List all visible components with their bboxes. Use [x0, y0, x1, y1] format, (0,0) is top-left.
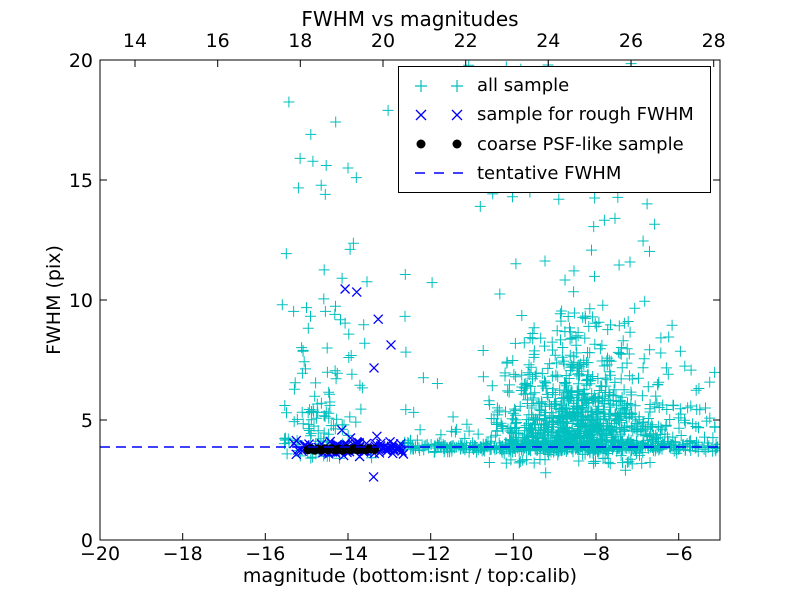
svg-text:−20: −20 [80, 543, 120, 565]
x-marker-icon [415, 109, 463, 121]
svg-text:20: 20 [371, 30, 395, 52]
svg-text:15: 15 [69, 170, 93, 192]
svg-text:−6: −6 [665, 543, 693, 565]
plot-ticklabels-layer: −20 −18 −16 −14 −12 −10 −8 −6 14 16 18 20 22 24 26 28 0 5… [69, 30, 726, 565]
plus-marker-icon [415, 79, 463, 92]
legend-label: coarse PSF-like sample [477, 133, 684, 155]
plot-axes-layer [99, 59, 721, 541]
chart-title: FWHM vs magnitudes [301, 7, 519, 31]
legend-row-tentative-fwhm: tentative FWHM [399, 159, 710, 187]
legend-row-psf-sample: coarse PSF-like sample [399, 130, 710, 158]
plot-series-layer [100, 60, 720, 482]
legend: all sample sample for rough FWHM coarse … [398, 66, 711, 193]
svg-text:26: 26 [619, 30, 643, 52]
dot-marker-icon [416, 139, 462, 149]
svg-text:24: 24 [536, 30, 560, 52]
svg-text:10: 10 [69, 290, 93, 312]
svg-text:5: 5 [81, 410, 93, 432]
legend-row-rough-fwhm: sample for rough FWHM [399, 101, 710, 129]
y-axis-label: FWHM (pix) [43, 245, 65, 355]
svg-text:20: 20 [69, 50, 93, 72]
svg-text:14: 14 [123, 30, 147, 52]
legend-label: tentative FWHM [477, 162, 622, 184]
svg-text:0: 0 [81, 530, 93, 552]
svg-text:18: 18 [288, 30, 312, 52]
svg-text:−16: −16 [245, 543, 285, 565]
legend-label: sample for rough FWHM [477, 104, 694, 126]
dashed-line-icon [415, 172, 463, 175]
svg-text:22: 22 [454, 30, 478, 52]
x-axis-label: magnitude (bottom:isnt / top:calib) [242, 565, 578, 587]
svg-text:−18: −18 [163, 543, 203, 565]
svg-text:−8: −8 [582, 543, 610, 565]
legend-row-all-sample: all sample [399, 72, 710, 100]
svg-text:28: 28 [702, 30, 726, 52]
svg-text:16: 16 [206, 30, 230, 52]
svg-text:−14: −14 [328, 543, 368, 565]
svg-text:−12: −12 [411, 543, 451, 565]
legend-label: all sample [477, 75, 570, 97]
svg-text:−10: −10 [493, 543, 533, 565]
